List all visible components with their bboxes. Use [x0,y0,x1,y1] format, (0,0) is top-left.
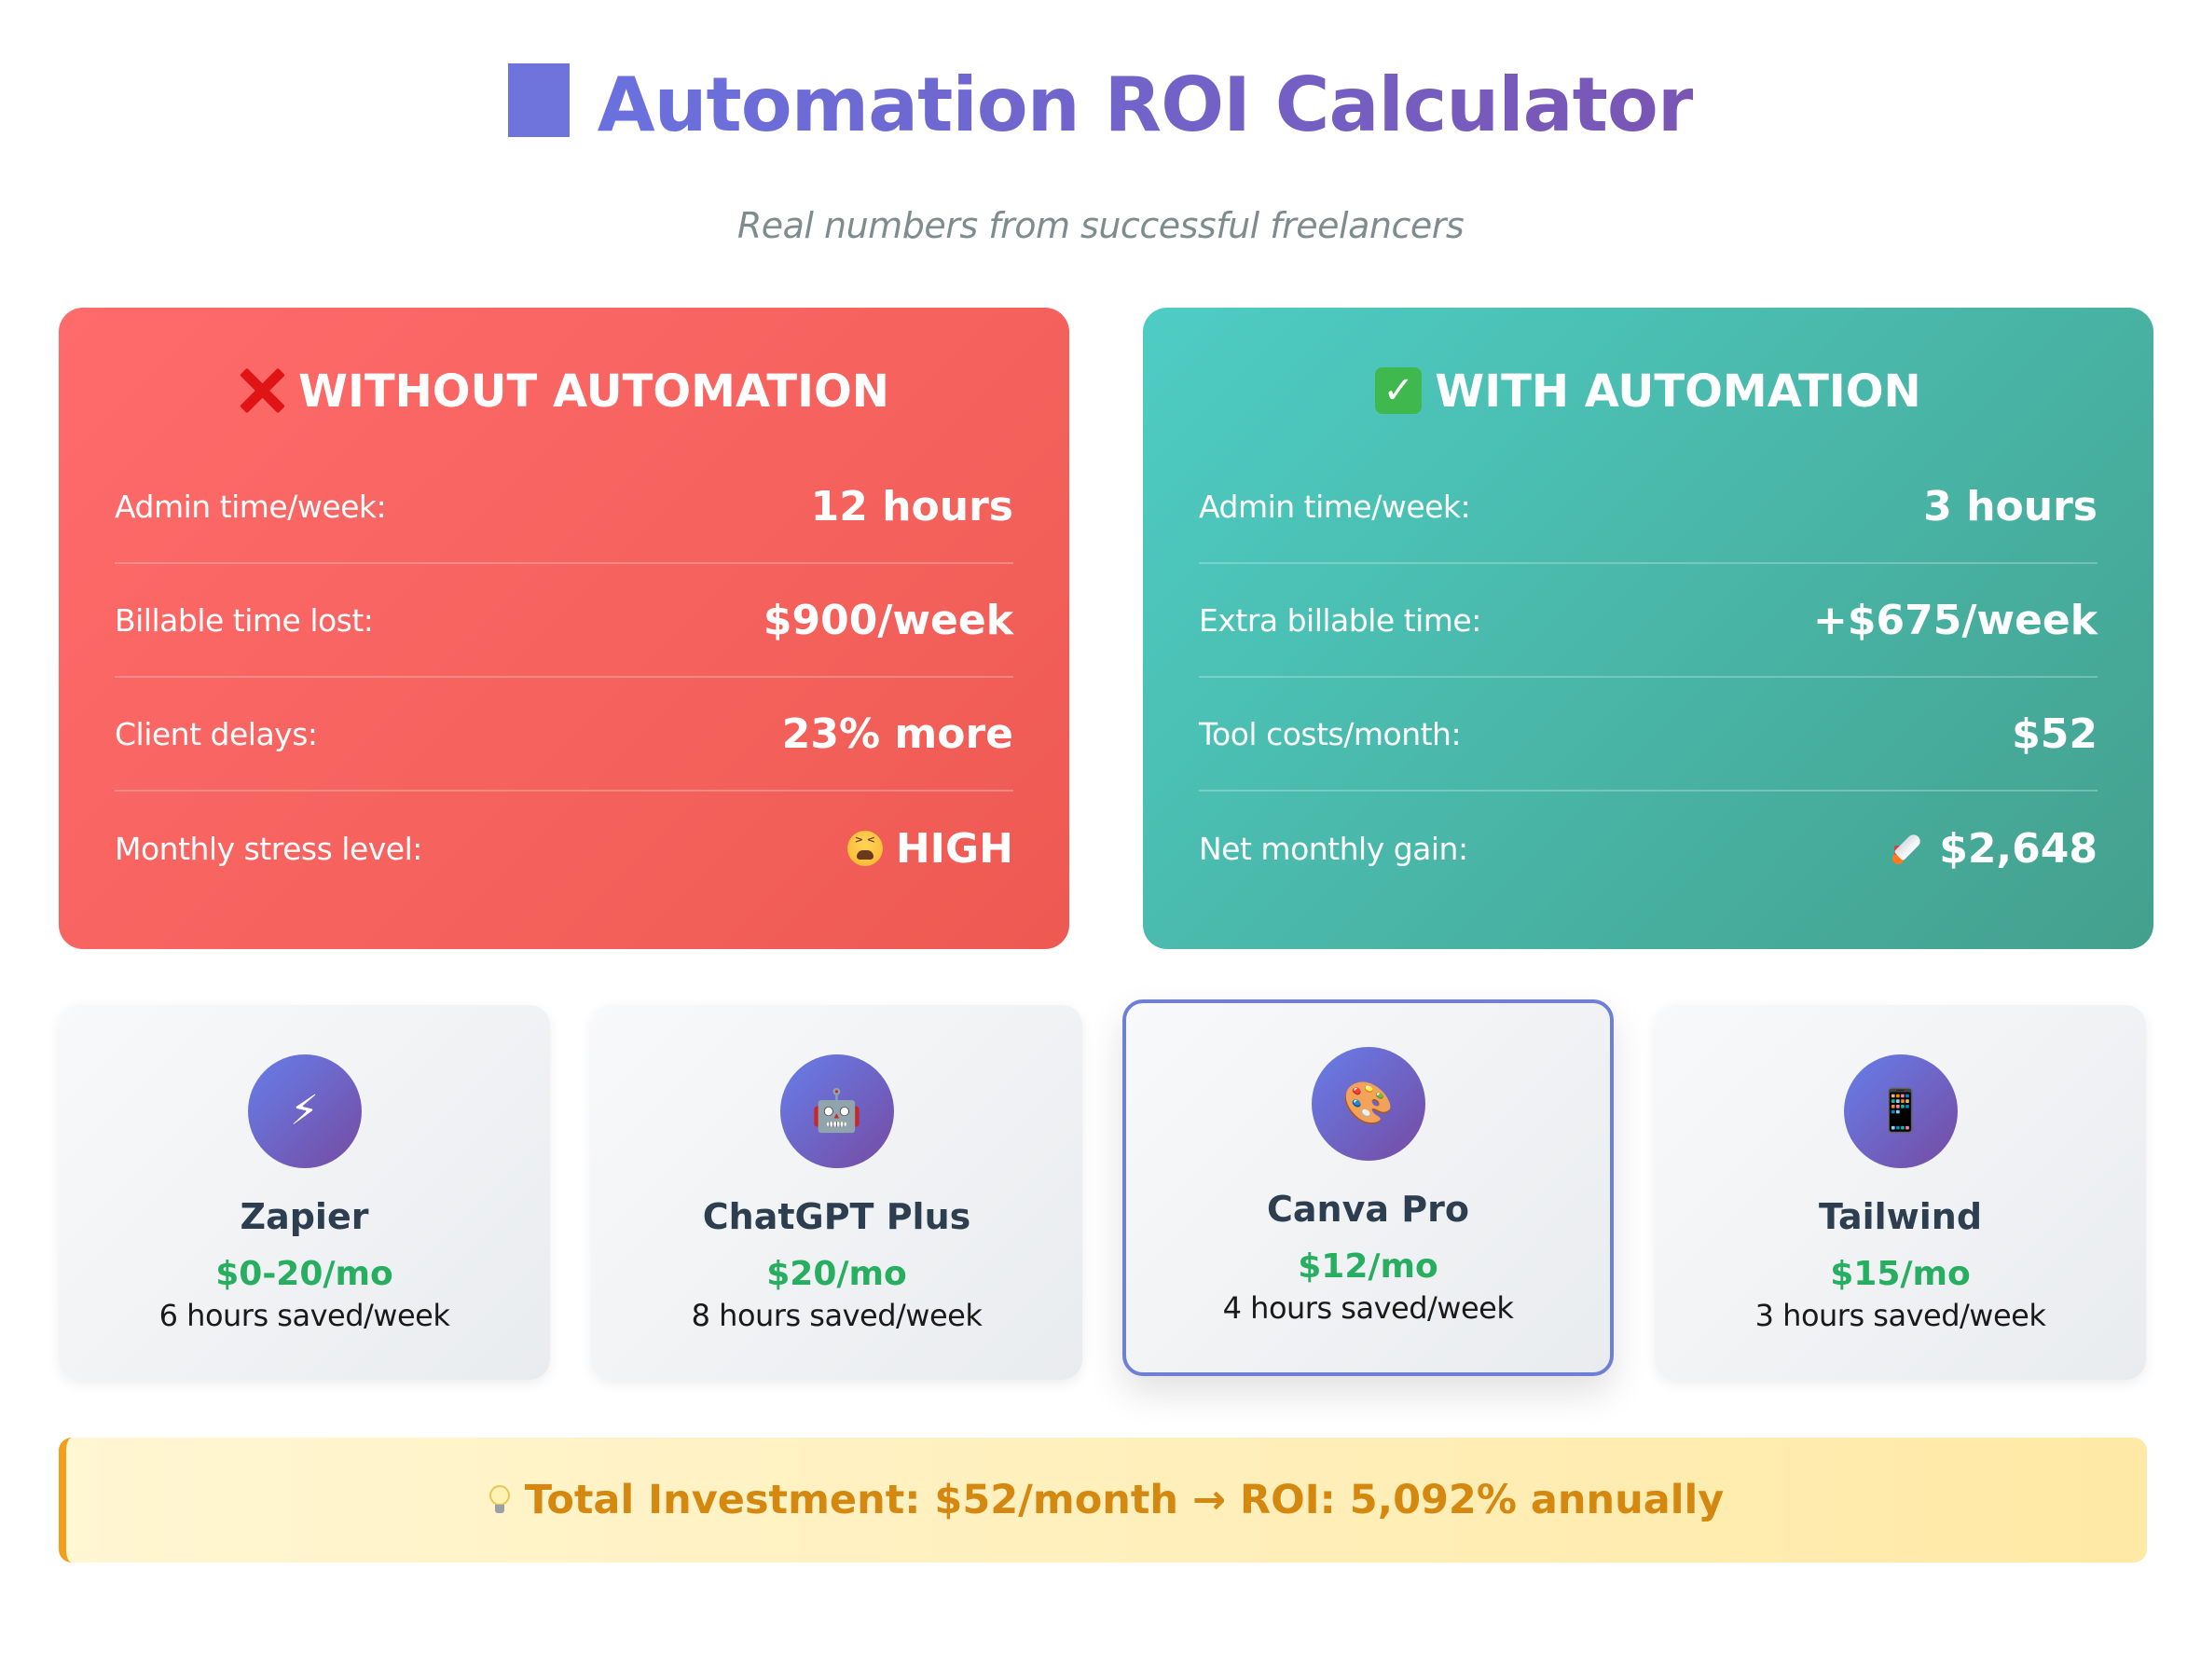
page-title: Automation ROI Calculator [598,54,1695,157]
metric-row: Extra billable time: +$675/week [1199,564,2098,678]
tool-card-canva-pro[interactable]: 🎨 Canva Pro $12/mo 4 hours saved/week [1122,999,1614,1376]
metric-value: +$675/week [1813,596,2098,644]
metric-row: Monthly stress level: HIGH [115,792,1013,905]
metric-label: Admin time/week: [115,488,387,525]
tool-price: $0-20/mo [215,1255,393,1293]
tool-hours-saved: 3 hours saved/week [1754,1298,2046,1333]
without-automation-panel: WITHOUT AUTOMATION Admin time/week: 12 h… [59,308,1069,949]
metric-label: Client delays: [115,715,318,752]
metric-label: Billable time lost: [115,601,374,639]
metric-label: Admin time/week: [1199,488,1471,525]
title-row: Automation ROI Calculator [0,54,2201,157]
tool-name: Zapier [240,1196,369,1237]
stress-level-value: HIGH [895,824,1013,873]
tool-card-zapier[interactable]: ⚡ Zapier $0-20/mo 6 hours saved/week [59,1005,550,1380]
tired-face-icon [846,830,883,866]
lightning-icon: ⚡ [247,1054,362,1168]
metric-row: Net monthly gain: $2,648 [1199,792,2098,905]
metric-label: Extra billable time: [1199,601,1481,639]
metric-row: Admin time/week: 12 hours [115,450,1013,564]
with-heading-text: WITH AUTOMATION [1435,365,1921,418]
with-heading: ✓ WITH AUTOMATION [1199,359,2098,424]
roi-summary-text: Total Investment: $52/month → ROI: 5,092… [524,1477,1725,1523]
tool-price: $12/mo [1298,1247,1438,1286]
page-subtitle: Real numbers from successful freelancers [736,205,1465,246]
robot-icon: 🤖 [779,1054,894,1168]
palette-icon: 🎨 [1311,1047,1425,1161]
metric-row: Admin time/week: 3 hours [1199,450,2098,564]
metric-value: $52 [2012,709,2098,758]
roi-summary-bar: Total Investment: $52/month → ROI: 5,092… [59,1438,2147,1563]
net-gain-value: $2,648 [1939,824,2098,873]
metric-value: 23% more [781,709,1013,758]
metric-label: Tool costs/month: [1199,715,1462,752]
metric-row: Tool costs/month: $52 [1199,678,2098,792]
metric-label: Monthly stress level: [115,830,422,867]
tool-hours-saved: 8 hours saved/week [691,1298,983,1333]
tool-card-chatgpt-plus[interactable]: 🤖 ChatGPT Plus $20/mo 8 hours saved/week [591,1005,1082,1380]
green-check-icon: ✓ [1375,367,1423,414]
without-heading-text: WITHOUT AUTOMATION [298,365,889,418]
lightbulb-icon [488,1484,510,1513]
metric-row: Billable time lost: $900/week [115,564,1013,678]
red-x-icon [239,367,285,414]
tool-name: Tailwind [1818,1196,1983,1237]
tool-card-tailwind[interactable]: 📱 Tailwind $15/mo 3 hours saved/week [1655,1005,2146,1380]
tool-price: $15/mo [1830,1255,1971,1293]
tool-name: Canva Pro [1267,1189,1469,1230]
metric-label: Net monthly gain: [1199,830,1468,867]
rocket-icon [1891,831,1926,866]
metric-row: Client delays: 23% more [115,678,1013,792]
blue-square-icon [507,62,570,137]
tool-hours-saved: 6 hours saved/week [158,1298,450,1333]
tool-hours-saved: 4 hours saved/week [1222,1290,1514,1326]
tool-price: $20/mo [766,1255,907,1293]
with-automation-panel: ✓ WITH AUTOMATION Admin time/week: 3 hour… [1143,308,2153,949]
metric-value-with-icon: $2,648 [1891,825,2098,873]
phone-icon: 📱 [1843,1054,1958,1168]
metric-value: 3 hours [1923,482,2098,530]
metric-value: 12 hours [810,482,1013,530]
metric-value: $900/week [763,596,1013,644]
metric-value-with-icon: HIGH [846,824,1013,873]
tool-name: ChatGPT Plus [702,1196,971,1237]
without-heading: WITHOUT AUTOMATION [115,359,1013,424]
